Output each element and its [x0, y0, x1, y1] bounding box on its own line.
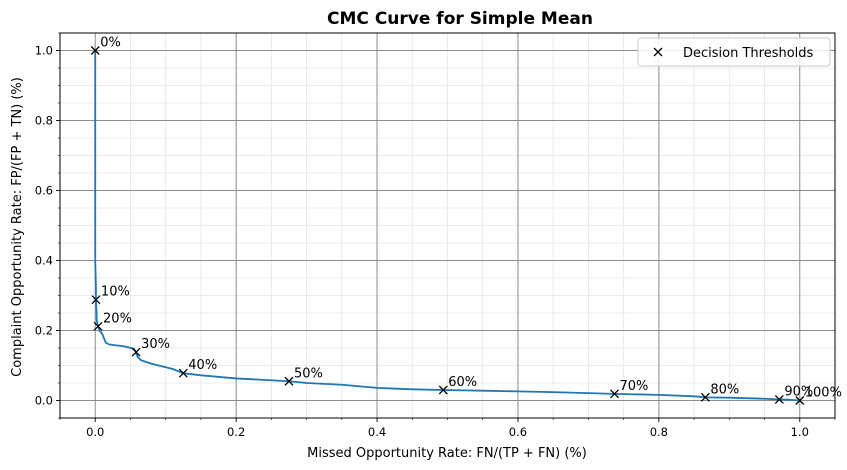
marker-x-stroke [610, 389, 619, 399]
marker-x-stroke [774, 394, 784, 404]
threshold-annotation: 80% [710, 382, 739, 397]
threshold-marker [610, 389, 619, 399]
x-tick-label: 0.8 [650, 425, 668, 439]
series-layer [94, 50, 800, 402]
marker-x-stroke [438, 385, 448, 395]
legend-marker-x-icon [653, 47, 663, 57]
marker-x-stroke [90, 46, 100, 55]
threshold-annotation: 30% [141, 337, 170, 352]
threshold-marker [90, 46, 100, 55]
x-tick-label: 1.0 [791, 425, 809, 439]
threshold-marker [131, 347, 141, 357]
threshold-marker [438, 385, 448, 395]
threshold-annotation: 0% [100, 36, 121, 51]
threshold-annotation: 100% [805, 386, 842, 401]
threshold-markers [90, 46, 805, 405]
threshold-marker [700, 392, 710, 402]
cmc-curve-line [94, 50, 800, 402]
threshold-annotation: 40% [188, 358, 217, 373]
x-tick-label: 0.6 [509, 425, 527, 439]
marker-x-stroke [284, 376, 294, 386]
y-tick-label: 0.2 [35, 324, 53, 338]
legend-box [637, 37, 831, 67]
threshold-annotation: 10% [101, 285, 130, 300]
threshold-marker [91, 295, 101, 305]
y-tick-label: 1.0 [35, 44, 53, 58]
threshold-marker [774, 394, 784, 404]
threshold-marker [178, 368, 188, 378]
marker-x-stroke [700, 392, 710, 402]
threshold-annotations: 0% 10% 20% 30% 40% 50% 60% 70% 80% 90%100% [100, 36, 842, 401]
marker-x-stroke [795, 396, 805, 405]
axis-ticks: 0.0 0.2 0.4 0.6 0.8 1.0 0.0 0.2 0.4 0.6 0.8 1.0 [35, 32, 836, 439]
legend: Decision Thresholds [637, 37, 831, 67]
threshold-marker [795, 396, 805, 405]
x-tick-label: 0.2 [227, 425, 245, 439]
x-tick-label: 0.4 [368, 425, 386, 439]
x-tick-label: 0.0 [86, 425, 104, 439]
marker-x-stroke [131, 347, 141, 357]
threshold-annotation: 90% [784, 384, 813, 399]
marker-x-stroke [93, 321, 103, 331]
minor-gridlines [59, 32, 836, 419]
y-tick-label: 0.4 [35, 254, 53, 268]
threshold-annotation: 50% [294, 366, 323, 381]
y-tick-label: 0.8 [35, 114, 53, 128]
threshold-annotation: 70% [619, 379, 648, 394]
x-axis-label: Missed Opportunity Rate: FN/(TP + FN) (%… [307, 446, 587, 461]
marker-x-stroke [178, 368, 188, 378]
y-tick-label: 0.6 [35, 184, 53, 198]
chart-title: CMC Curve for Simple Mean [327, 9, 593, 29]
marker-x-stroke [91, 295, 101, 305]
y-tick-label: 0.0 [35, 394, 53, 408]
threshold-annotation: 20% [103, 311, 132, 326]
threshold-marker [93, 321, 103, 331]
threshold-marker [284, 376, 294, 386]
threshold-annotation: 60% [448, 375, 477, 390]
legend-label: Decision Thresholds [683, 46, 814, 61]
y-axis-label: Complaint Opportunity Rate: FP/(FP + TN)… [10, 77, 25, 377]
